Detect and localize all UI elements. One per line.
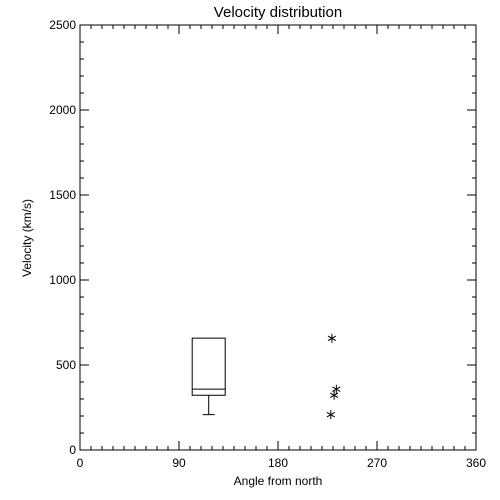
x-axis-label: Angle from north <box>234 474 323 488</box>
y-tick-label: 2500 <box>49 18 76 32</box>
plot-frame <box>79 24 477 451</box>
x-tick-label: 180 <box>268 456 288 470</box>
x-tick-label: 0 <box>77 456 84 470</box>
asterisk-stroke <box>329 392 339 398</box>
data-point <box>332 384 341 394</box>
x-tick-label: 270 <box>367 456 387 470</box>
x-axis: 0 90 180 270 360 <box>77 25 486 470</box>
y-tick-label: 500 <box>56 358 76 372</box>
y-tick-label: 1500 <box>49 188 76 202</box>
data-point <box>329 390 339 400</box>
data-point <box>326 410 335 420</box>
y-tick-label: 2000 <box>49 103 76 117</box>
asterisk-stroke <box>327 335 337 341</box>
data-point <box>327 333 337 343</box>
x-tick-label: 360 <box>466 456 486 470</box>
box-body <box>191 337 226 396</box>
y-tick-label: 0 <box>69 443 76 457</box>
x-tick-label: 90 <box>172 456 186 470</box>
asterisk-stroke <box>332 386 341 392</box>
y-axis: 0 500 1000 1500 2000 2500 <box>49 18 476 457</box>
asterisk-stroke <box>326 411 335 418</box>
y-axis-label: Velocity (km/s) <box>20 199 34 277</box>
chart-title: Velocity distribution <box>214 4 342 21</box>
plot-marks <box>191 333 341 420</box>
y-tick-label: 1000 <box>49 273 76 287</box>
